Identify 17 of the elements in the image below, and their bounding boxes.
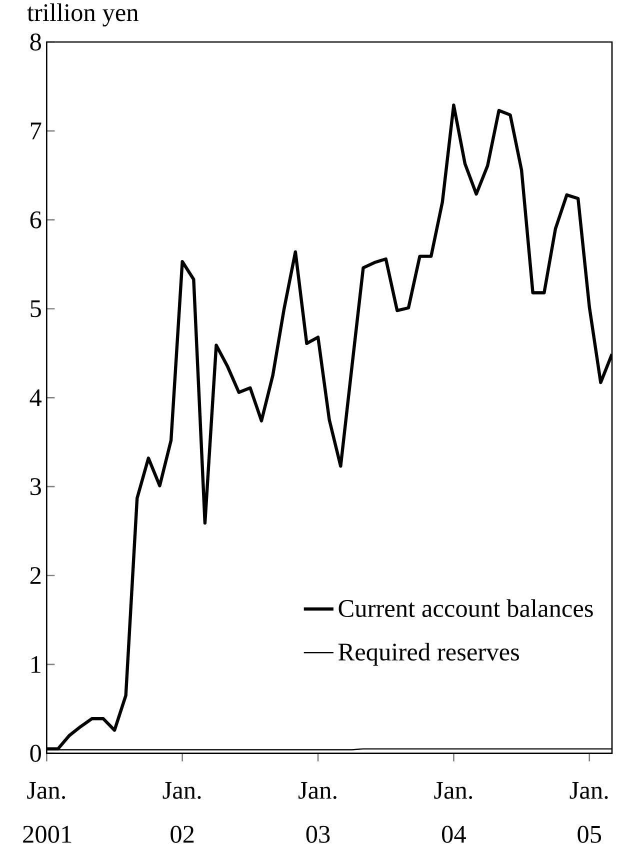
y-tick-label: 7 — [30, 122, 42, 140]
y-tick-label: 1 — [32, 656, 40, 673]
y-tick-label: 0 — [30, 744, 41, 762]
x-tick-label: Jan. 03 — [298, 782, 336, 843]
legend-label: Required reserves — [338, 642, 520, 666]
x-tick-label: Jan. 05 — [570, 782, 608, 843]
y-tick-label: 4 — [30, 389, 42, 406]
x-tick-label: Jan. 02 — [162, 782, 201, 843]
y-tick-label: 5 — [30, 300, 41, 318]
y-axis-title: trillion yen — [27, 3, 138, 26]
y-tick-label: 6 — [30, 211, 42, 228]
y-tick-label: 8 — [30, 33, 41, 51]
y-tick-label: 2 — [30, 567, 41, 584]
legend-label: Current account balances — [338, 599, 593, 618]
x-tick-label: Jan. 2001 — [23, 782, 72, 843]
y-tick-label: 3 — [30, 478, 41, 496]
x-tick-label: Jan. 04 — [434, 782, 472, 843]
